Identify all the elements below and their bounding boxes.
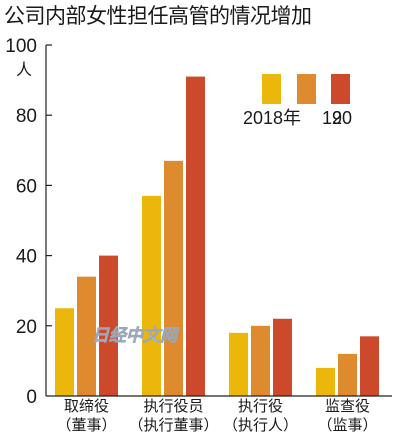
category-label: （执行董事）: [128, 416, 218, 434]
category-label: （董事）: [56, 416, 116, 434]
legend-label-0: 2018年: [243, 108, 301, 128]
category-label: 执行役: [238, 397, 283, 415]
category-label: 取缔役: [64, 397, 109, 415]
axes-layer: [45, 44, 392, 397]
legend-swatch-1: [297, 74, 316, 104]
y-tick-label: 100: [5, 36, 37, 57]
bar-0-2: [99, 255, 118, 396]
chart-title: 公司内部女性担任高管的情况增加: [4, 4, 312, 28]
category-label: 监查役: [325, 397, 370, 415]
y-tick-label: 60: [16, 176, 37, 197]
bar-1-0: [142, 195, 161, 396]
legend-swatch-2: [331, 74, 350, 104]
y-tick-label: 80: [16, 106, 37, 127]
bar-0-1: [77, 276, 96, 396]
category-label: （执行人）: [223, 416, 298, 434]
bar-3-1: [338, 353, 357, 396]
watermark-text: 日经中文网: [92, 326, 180, 346]
bar-3-2: [360, 336, 379, 396]
bar-1-1: [164, 160, 183, 396]
legend-swatch-0: [262, 74, 281, 104]
bars-layer: [55, 76, 379, 396]
bar-2-1: [251, 325, 270, 396]
y-unit-label: 人: [16, 60, 32, 79]
y-tick-label: 20: [16, 317, 37, 338]
legend-label-2: 20: [332, 108, 352, 128]
category-label: （监事）: [317, 416, 377, 434]
bar-0-0: [55, 308, 74, 396]
bar-2-2: [273, 318, 292, 396]
legend-label-1: 19: [322, 108, 342, 128]
bar-1-2: [186, 76, 205, 396]
category-label: 执行役员: [143, 397, 203, 415]
bar-3-0: [316, 367, 335, 396]
bar-2-0: [229, 332, 248, 396]
y-tick-label: 0: [26, 387, 37, 408]
y-tick-label: 40: [16, 247, 37, 268]
